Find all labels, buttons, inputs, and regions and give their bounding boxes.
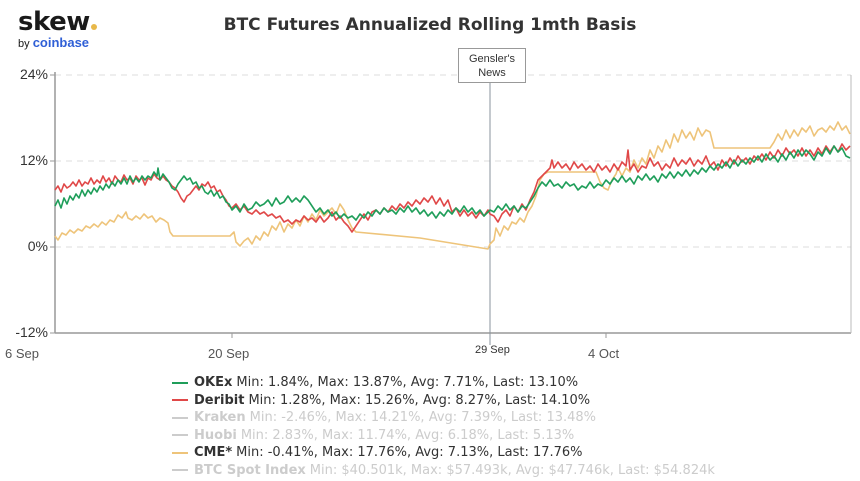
y-tick-12: 12% xyxy=(19,152,48,168)
series-cme xyxy=(54,121,851,250)
skew-logo: skew by coinbase xyxy=(18,8,97,50)
x-tick-4oct: 4 Oct xyxy=(588,346,620,361)
logo-subtitle: by coinbase xyxy=(18,35,90,50)
legend-swatch-icon xyxy=(172,451,188,454)
series-okex xyxy=(54,145,851,221)
legend-swatch-icon xyxy=(172,381,188,384)
x-tick-29sep: 29 Sep xyxy=(475,344,510,356)
legend-item-deribit[interactable]: Deribit Min: 1.28%, Max: 15.26%, Avg: 8.… xyxy=(172,392,715,410)
y-tick-0: 0% xyxy=(27,238,48,254)
legend-swatch-icon xyxy=(172,469,188,472)
gridlines xyxy=(55,74,851,248)
x-tick-6sep: 6 Sep xyxy=(5,346,39,361)
legend-swatch-icon xyxy=(172,434,188,437)
logo-wordmark: skew xyxy=(18,8,97,36)
legend-item-cme[interactable]: CME* Min: -0.41%, Max: 17.76%, Avg: 7.13… xyxy=(172,444,715,462)
y-tick-24: 24% xyxy=(19,66,48,82)
legend-item-huobi[interactable]: Huobi Min: 2.83%, Max: 11.74%, Avg: 6.18… xyxy=(172,427,715,445)
legend-item-okex[interactable]: OKEx Min: 1.84%, Max: 13.87%, Avg: 7.71%… xyxy=(172,374,715,392)
legend-swatch-icon xyxy=(172,416,188,419)
chart-title: BTC Futures Annualized Rolling 1mth Basi… xyxy=(223,15,637,35)
chart-plot xyxy=(50,72,852,345)
logo-dot-icon xyxy=(90,24,97,30)
chart-legend: OKEx Min: 1.84%, Max: 13.87%, Avg: 7.71%… xyxy=(172,374,715,479)
y-tick-neg12: -12% xyxy=(15,324,48,340)
legend-item-btc-spot-index[interactable]: BTC Spot Index Min: $40.501k, Max: $57.4… xyxy=(172,462,715,480)
legend-swatch-icon xyxy=(172,399,188,402)
gensler-news-annotation: Gensler's News xyxy=(458,48,526,83)
legend-item-kraken[interactable]: Kraken Min: -2.46%, Max: 14.21%, Avg: 7.… xyxy=(172,409,715,427)
x-tick-20sep: 20 Sep xyxy=(208,346,250,361)
series-deribit xyxy=(54,143,851,233)
